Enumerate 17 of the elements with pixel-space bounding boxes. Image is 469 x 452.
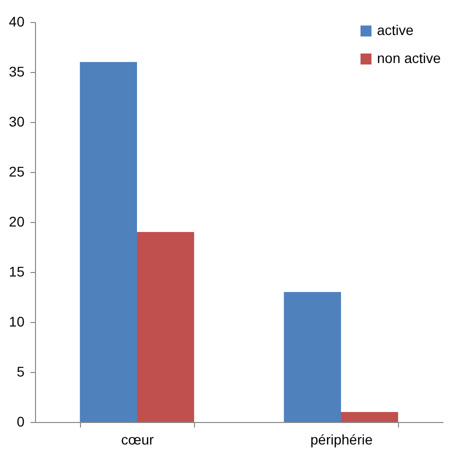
bar: [284, 292, 341, 422]
legend-label: non active: [377, 50, 442, 66]
y-tick-label: 30: [8, 114, 25, 130]
y-tick-label: 20: [8, 214, 25, 230]
y-tick-label: 5: [16, 364, 25, 380]
x-tick-label: périphérie: [310, 432, 373, 448]
y-tick-label: 25: [8, 164, 25, 180]
y-tick-label: 10: [8, 314, 25, 330]
bar: [341, 412, 398, 422]
y-tick-label: 40: [8, 14, 25, 30]
y-tick-label: 15: [8, 264, 25, 280]
bar: [137, 232, 194, 422]
x-tick-label: cœur: [121, 432, 154, 448]
y-tick-label: 0: [16, 414, 25, 430]
legend-label: active: [377, 22, 414, 38]
y-tick-label: 35: [8, 64, 25, 80]
bar: [80, 62, 137, 422]
